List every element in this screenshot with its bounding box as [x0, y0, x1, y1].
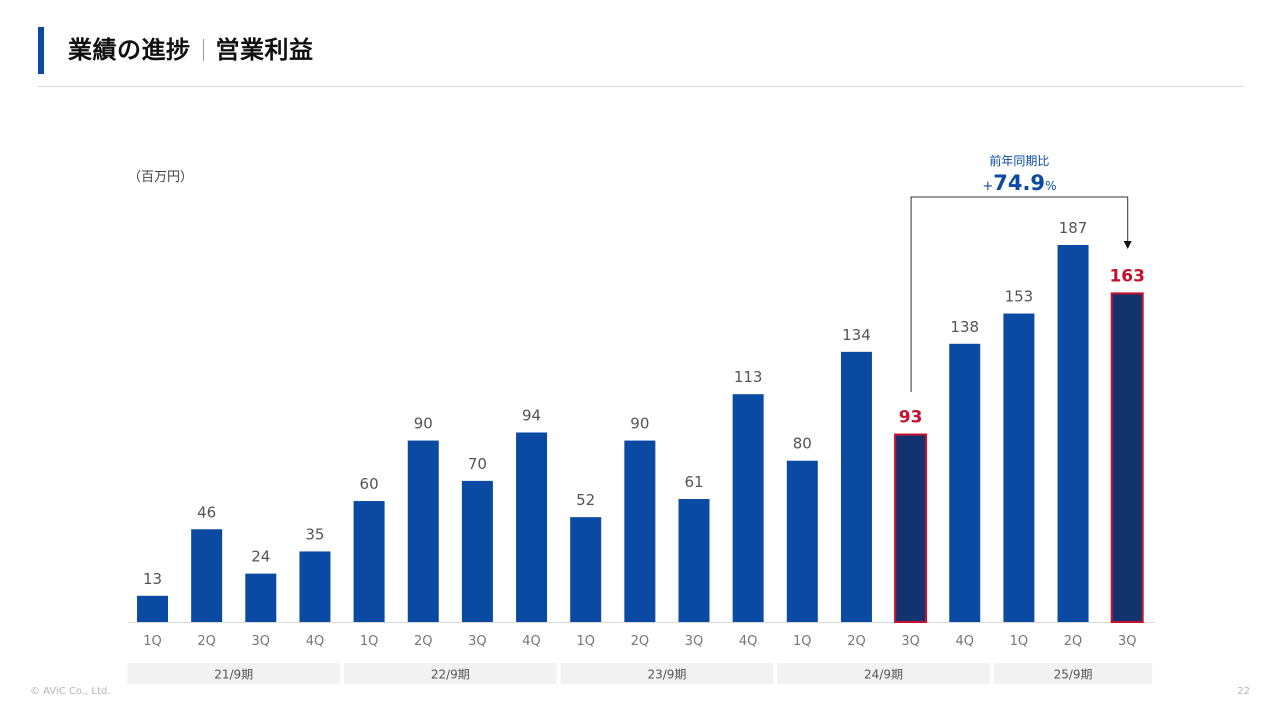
x-tick-label: 1Q [793, 634, 812, 649]
bar-value-label: 24 [251, 548, 270, 566]
x-tick-label: 2Q [847, 634, 866, 649]
title-accent-bar [38, 27, 44, 74]
yoy-arrow-head [1123, 241, 1132, 249]
x-tick-label: 2Q [1064, 634, 1083, 649]
fiscal-year-band [560, 663, 774, 684]
fiscal-year-band [777, 663, 990, 684]
bar-value-label: 60 [360, 475, 379, 493]
bar-value-label: 80 [793, 435, 812, 453]
title-divider [38, 86, 1244, 87]
x-tick-label: 3Q [685, 634, 704, 649]
bar-value-label: 61 [684, 473, 703, 491]
bar [1003, 313, 1035, 622]
fiscal-year-band [127, 663, 341, 684]
x-tick-label: 1Q [576, 634, 595, 649]
bar-highlighted [1110, 292, 1144, 623]
yoy-number: 74.9 [993, 171, 1045, 195]
bar [624, 440, 656, 622]
x-tick-label: 4Q [739, 634, 758, 649]
bar-value-label: 153 [1005, 288, 1034, 306]
x-tick-label: 3Q [252, 634, 271, 649]
bar-value-label: 52 [576, 491, 595, 509]
copyright: © AViC Co., Ltd. [30, 686, 111, 697]
bar-value-label: 46 [197, 503, 216, 521]
x-tick-label: 3Q [901, 634, 920, 649]
x-tick-label: 2Q [631, 634, 650, 649]
bar-value-label: 93 [899, 408, 923, 428]
bar [570, 517, 602, 622]
fiscal-year-band [344, 663, 557, 684]
x-tick-label: 4Q [955, 634, 974, 649]
bar [732, 394, 764, 622]
yoy-suffix: % [1045, 179, 1056, 193]
x-tick-label: 4Q [306, 634, 325, 649]
bar-value-label: 134 [842, 326, 871, 344]
yoy-value: +74.9% [982, 171, 1056, 195]
x-tick-label: 2Q [197, 634, 216, 649]
bar-highlighted [894, 433, 928, 623]
bar-value-label: 90 [414, 415, 433, 433]
bar [516, 432, 548, 622]
bar [786, 460, 818, 622]
x-tick-label: 1Q [1010, 634, 1029, 649]
page-number: 22 [1237, 686, 1250, 697]
fiscal-year-label: 23/9期 [647, 668, 686, 682]
bar-value-label: 94 [522, 406, 541, 424]
x-tick-label: 4Q [522, 634, 541, 649]
yoy-label: 前年同期比 [989, 153, 1049, 168]
x-tick-label: 3Q [1118, 634, 1137, 649]
fiscal-year-label: 25/9期 [1054, 668, 1093, 682]
bar [1057, 245, 1089, 622]
page-title-sub: 営業利益 [215, 36, 314, 64]
bar-value-label: 90 [630, 415, 649, 433]
x-tick-label: 1Q [143, 634, 162, 649]
yoy-bracket-line [910, 196, 1129, 392]
bar-value-label: 13 [143, 570, 162, 588]
bar [245, 573, 277, 622]
bar [949, 343, 981, 622]
fiscal-year-label: 21/9期 [214, 668, 253, 682]
bar-value-label: 138 [950, 318, 979, 336]
bar [299, 551, 331, 622]
bar-value-label: 163 [1109, 266, 1145, 286]
yoy-prefix: + [982, 179, 993, 194]
bar [353, 501, 385, 622]
bar-value-label: 70 [468, 455, 487, 473]
bar-value-label: 187 [1059, 219, 1088, 237]
title-separator [202, 39, 204, 61]
bar [461, 480, 493, 622]
bar [678, 499, 710, 622]
fiscal-year-band [993, 663, 1153, 684]
bar [407, 440, 439, 622]
bar [840, 351, 872, 622]
page-title: 業績の進捗 営業利益 [68, 32, 314, 68]
bar-value-label: 113 [734, 368, 763, 386]
x-tick-label: 3Q [468, 634, 487, 649]
fiscal-year-label: 24/9期 [864, 668, 903, 682]
x-tick-label: 2Q [414, 634, 433, 649]
unit-label: （百万円） [128, 170, 194, 185]
x-tick-label: 1Q [360, 634, 379, 649]
bar [191, 529, 223, 622]
bar [137, 595, 168, 622]
page-title-main: 業績の進捗 [68, 36, 191, 64]
fiscal-year-label: 22/9期 [431, 668, 470, 682]
bar-value-label: 35 [305, 525, 324, 543]
